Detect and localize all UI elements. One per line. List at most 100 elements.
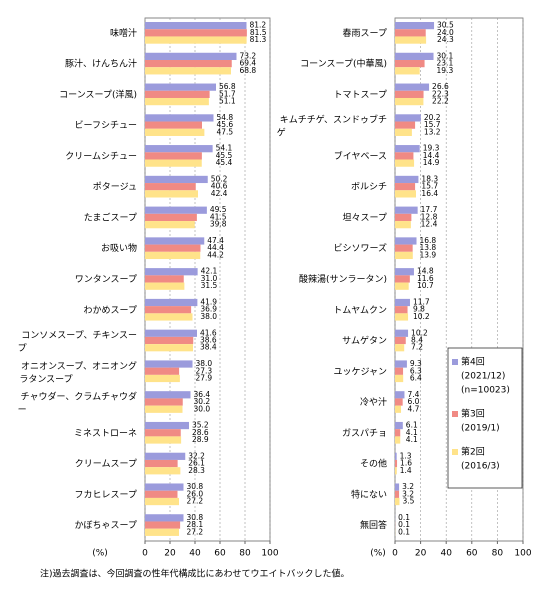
bar	[395, 251, 413, 260]
bar	[145, 152, 202, 160]
value-label: 12.8	[421, 212, 438, 221]
bar	[145, 52, 237, 60]
bar	[145, 421, 189, 430]
category-label: ポタージュ	[93, 182, 137, 193]
value-label: 0.1	[398, 520, 410, 529]
category-label: フカヒレスープ	[75, 489, 137, 500]
value-label: 16.8	[420, 236, 437, 245]
value-label: 6.0	[407, 397, 419, 406]
x-tick-label: 100	[261, 549, 278, 559]
value-label: 27.2	[187, 527, 204, 536]
bar	[395, 336, 406, 345]
value-label: 24.0	[437, 28, 454, 37]
value-label: 54.8	[217, 113, 234, 122]
bar	[145, 467, 181, 475]
value-label: 23.1	[437, 59, 454, 68]
bar	[145, 429, 181, 437]
bar	[145, 452, 186, 460]
bar	[395, 67, 420, 75]
value-label: 47.4	[207, 236, 224, 245]
value-label: 0.1	[398, 527, 410, 536]
category-label: キムチチゲ、スンドゥブチゲ	[277, 113, 387, 138]
value-label: 4.7	[407, 404, 419, 413]
value-label: 18.3	[421, 174, 438, 183]
bar	[395, 313, 409, 321]
x-tick-label: 80	[492, 549, 504, 559]
value-label: 35.2	[192, 421, 209, 430]
value-label: 6.1	[406, 421, 418, 430]
bar	[395, 152, 414, 160]
category-label: 冷や汁	[360, 396, 387, 408]
bar	[395, 59, 425, 68]
bar	[395, 391, 405, 399]
category-label: ガスパチョ	[342, 428, 387, 439]
category-label: クリームスープ	[75, 459, 137, 470]
bar	[145, 36, 247, 44]
bar	[145, 21, 247, 30]
category-label: クリームシチュー	[65, 151, 137, 162]
bar	[395, 221, 411, 229]
value-label: 22.2	[432, 97, 449, 106]
x-axis-label: (%)	[92, 549, 108, 559]
category-label: ワンタンスープ	[75, 274, 137, 285]
bar	[145, 497, 179, 506]
value-label: 1.4	[400, 466, 412, 475]
bar	[145, 490, 178, 498]
bar	[395, 83, 430, 91]
value-label: 26.6	[432, 82, 449, 91]
x-tick-label: 100	[514, 549, 531, 559]
value-label: 30.1	[437, 51, 454, 60]
x-tick-label: 60	[466, 549, 478, 559]
value-label: 45.6	[217, 120, 234, 129]
value-label: 47.5	[217, 127, 234, 136]
category-label: 酸辣湯(サンラータン)	[299, 273, 387, 285]
bar	[145, 251, 201, 260]
category-label: かぼちゃスープ	[75, 520, 137, 531]
value-label: 28.3	[188, 466, 205, 475]
value-label: 3.2	[402, 482, 414, 491]
category-label: ブイヤベース	[334, 150, 387, 162]
value-label: 24.3	[437, 35, 454, 44]
bar	[395, 52, 434, 60]
legend-detail: (2016/3)	[461, 462, 500, 472]
bar	[395, 213, 412, 222]
value-label: 14.8	[417, 267, 434, 276]
category-label: わかめスープ	[84, 305, 137, 316]
category-label: 味噌汁	[110, 27, 137, 39]
category-label: 無回答	[360, 519, 387, 531]
legend-label: 第3回	[461, 408, 485, 420]
x-tick-label: 60	[214, 549, 226, 559]
category-label: オニオンスープ、オニオングラタンスープ	[19, 359, 137, 384]
value-label: 73.2	[240, 51, 257, 60]
value-label: 8.4	[411, 335, 423, 344]
value-label: 11.7	[413, 297, 430, 306]
value-label: 38.0	[196, 359, 213, 368]
bar	[145, 483, 184, 491]
value-label: 42.1	[201, 267, 218, 276]
value-label: 45.4	[216, 158, 233, 167]
value-label: 3.5	[402, 497, 414, 506]
value-label: 13.8	[420, 243, 437, 252]
value-label: 41.5	[210, 212, 227, 221]
bar	[145, 67, 231, 75]
bar	[395, 21, 435, 30]
value-label: 31.5	[201, 281, 218, 290]
bar	[145, 360, 193, 368]
bar	[395, 159, 415, 167]
bar	[395, 97, 424, 106]
legend-detail: (n=10023)	[461, 386, 510, 396]
bar	[145, 83, 216, 91]
value-label: 9.3	[410, 359, 422, 368]
bar	[395, 344, 405, 352]
x-tick-label: 0	[392, 549, 398, 559]
value-label: 51.7	[219, 89, 236, 98]
value-label: 15.7	[421, 182, 438, 191]
value-label: 13.2	[424, 127, 441, 136]
bar	[395, 237, 417, 245]
value-label: 1.3	[400, 451, 412, 460]
bar	[395, 329, 409, 337]
bar	[395, 483, 400, 491]
bar	[395, 145, 420, 153]
category-label: たまごスープ	[84, 211, 137, 223]
category-label: 春雨スープ	[343, 27, 387, 39]
